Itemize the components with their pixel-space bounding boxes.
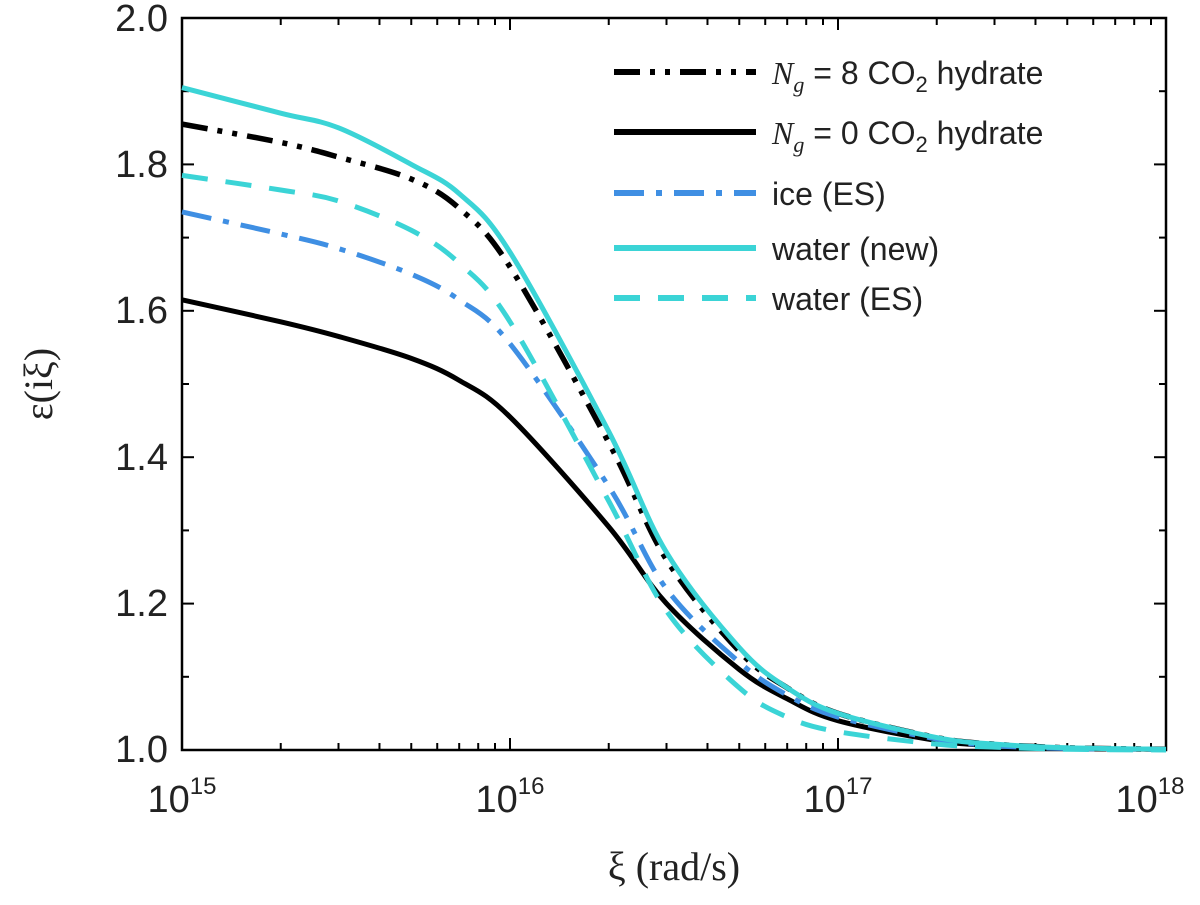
series-lines [181, 85, 1167, 753]
legend-label: water (new) [771, 231, 939, 267]
y-tick-label: 2.0 [115, 0, 168, 40]
legend-label: Ng = 0 CO2 hydrate [771, 115, 1043, 157]
x-axis-label: ξ (rad/s) [608, 844, 740, 889]
x-tick-labels: 1015 1016 1017 1018 [148, 773, 1185, 821]
series-line [181, 85, 1167, 752]
x-tick-label: 1016 [476, 773, 545, 821]
y-axis-label: ε(iξ) [16, 348, 61, 420]
y-tick-label: 1.4 [115, 437, 168, 479]
series-line [181, 121, 1167, 753]
series-line [181, 172, 1167, 753]
x-tick-label: 1015 [148, 773, 217, 821]
legend: Ng = 8 CO2 hydrate Ng = 0 CO2 hydrate ic… [614, 55, 1043, 317]
series-line [181, 209, 1167, 752]
x-tick-label: 1018 [1116, 773, 1185, 821]
legend-label: Ng = 8 CO2 hydrate [771, 55, 1043, 97]
y-tick-label: 1.6 [115, 290, 168, 332]
y-tick-label: 1.0 [115, 729, 168, 771]
y-tick-label: 1.2 [115, 583, 168, 625]
axis-ticks [181, 17, 1167, 751]
series-line [181, 297, 1167, 752]
legend-label: water (ES) [771, 281, 923, 317]
y-tick-labels: 1.0 1.2 1.4 1.6 1.8 2.0 [115, 0, 168, 771]
y-tick-label: 1.8 [115, 144, 168, 186]
x-tick-label: 1017 [804, 773, 873, 821]
legend-label: ice (ES) [772, 176, 886, 212]
